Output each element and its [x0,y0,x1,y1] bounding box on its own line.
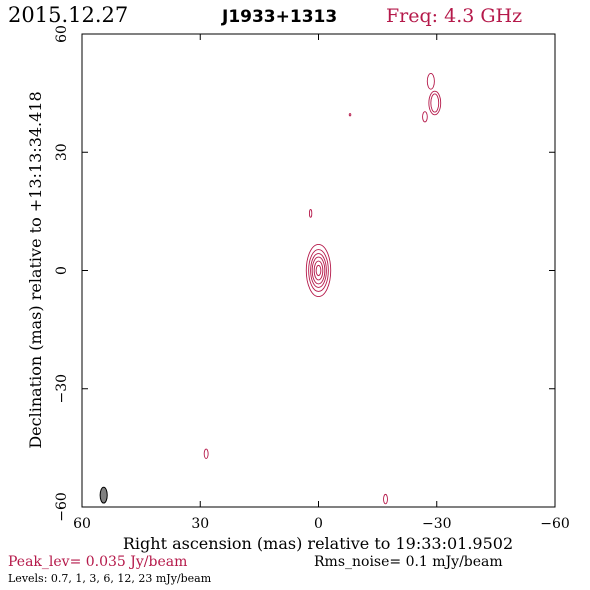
frequency-label: Freq: 4.3 GHz [386,5,522,27]
x-tick-label: 60 [73,516,91,532]
y-tick-label: −30 [54,374,70,404]
contour-levels: Levels: 0.7, 1, 3, 6, 12, 23 mJy/beam [8,572,212,585]
x-axis-label: Right ascension (mas) relative to 19:33:… [123,534,513,553]
contour-core-1 [313,260,324,281]
contour-core-5 [305,244,332,297]
beam-layer [99,486,108,504]
y-tick-labels: 60 30 0 −30 −60 [54,25,70,522]
x-tick-label: −30 [422,516,452,532]
x-tick-label: 0 [314,516,323,532]
x-tick-labels: 60 30 0 −30 −60 [73,516,570,532]
contour-northwest-1-0 [430,93,440,113]
y-axis-label: Declination (mas) relative to +13:13:34.… [26,91,45,448]
contour-northwest-3-0 [422,111,428,123]
contour-core-2 [311,256,326,285]
contour-layer [203,72,442,505]
source-name: J1933+1313 [221,7,337,27]
observation-date: 2015.12.27 [8,3,128,27]
contour-spot-1-0 [348,113,352,117]
rms-noise: Rms_noise= 0.1 mJy/beam [314,554,503,570]
y-tick-label: −60 [54,492,70,522]
contour-northwest-2-0 [426,72,435,90]
x-tick-label: −60 [540,516,570,532]
contour-jet-north-0 [308,208,313,218]
x-tick-label: 30 [191,516,209,532]
y-tick-label: 60 [54,25,70,43]
contour-core-4 [308,249,329,292]
contour-southeast-0 [203,448,209,459]
peak-level: Peak_lev= 0.035 Jy/beam [8,554,187,570]
plot-frame [81,33,556,508]
contour-core-0 [315,264,322,277]
contour-southwest-0 [383,493,388,505]
y-tick-label: 30 [54,143,70,161]
axis-ticks [81,33,556,508]
beam-ellipse [99,486,108,504]
y-tick-label: 0 [54,266,70,275]
contour-northwest-1-1 [428,90,442,116]
contour-core-3 [310,253,327,288]
